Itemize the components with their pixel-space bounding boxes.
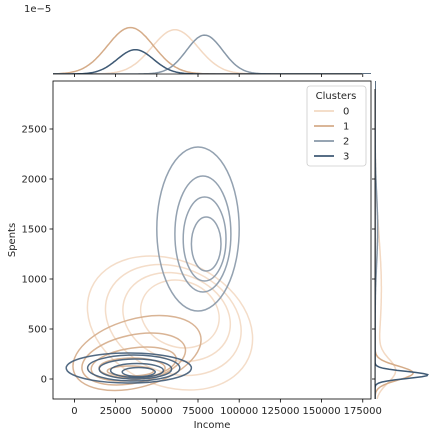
- contour-cluster-0-level-0: [139, 279, 220, 349]
- y-axis-label: Spents: [7, 223, 18, 257]
- x-tick-label: 75000: [182, 406, 214, 417]
- contour-cluster-3-level-1: [109, 362, 165, 379]
- y-tick-label: 2500: [22, 125, 47, 136]
- legend-title: Clusters: [316, 91, 357, 102]
- legend-label-3: 3: [343, 152, 349, 163]
- x-tick-label: 100000: [220, 406, 258, 417]
- legend: Clusters 0 1 2 3: [306, 85, 367, 167]
- contour-cluster-2-level-3: [156, 146, 240, 312]
- y-tick-label: 1000: [22, 275, 47, 286]
- top-marginal-density-2: [53, 34, 371, 74]
- legend-box: [306, 85, 367, 167]
- contour-cluster-2-level-0: [190, 216, 222, 272]
- x-axis-label: Income: [194, 420, 231, 431]
- top-marginal-plot: [53, 26, 371, 74]
- y-tick-label: 0: [41, 375, 47, 386]
- right-marginal-plot: [375, 81, 429, 399]
- contour-cluster-2-level-2: [174, 175, 232, 293]
- y-tick-label: 1500: [22, 225, 47, 236]
- legend-label-1: 1: [343, 122, 349, 133]
- contour-cluster-1-level-4: [72, 314, 202, 392]
- legend-label-0: 0: [343, 107, 349, 118]
- x-tick-label: 175000: [344, 406, 382, 417]
- top-marginal-scale-label: 1e−5: [24, 4, 51, 15]
- contour-cluster-2-level-1: [182, 196, 227, 282]
- contour-cluster-3-level-2: [98, 358, 173, 380]
- top-marginal-density-3: [53, 48, 371, 74]
- contour-cluster-3-level-0: [121, 366, 156, 378]
- contour-layer: [65, 146, 254, 392]
- contour-cluster-3-level-3: [86, 354, 181, 382]
- legend-label-2: 2: [343, 137, 349, 148]
- x-tick-label: 25000: [100, 406, 132, 417]
- y-tick-label: 2000: [22, 175, 47, 186]
- contour-cluster-3-level-4: [65, 352, 193, 384]
- contour-cluster-0-level-2: [104, 263, 242, 377]
- x-tick-label: 50000: [141, 406, 173, 417]
- axes-layer: 0 25000 50000 75000 100000 125000 150000 175000…: [22, 73, 382, 417]
- right-marginal-density-1: [375, 81, 414, 399]
- x-tick-label: 150000: [302, 406, 340, 417]
- top-marginal-density-1: [53, 26, 371, 74]
- x-tick-label: 125000: [261, 406, 299, 417]
- top-marginal-density-0: [53, 28, 371, 74]
- x-tick-label: 0: [71, 406, 77, 417]
- y-tick-label: 500: [28, 325, 47, 336]
